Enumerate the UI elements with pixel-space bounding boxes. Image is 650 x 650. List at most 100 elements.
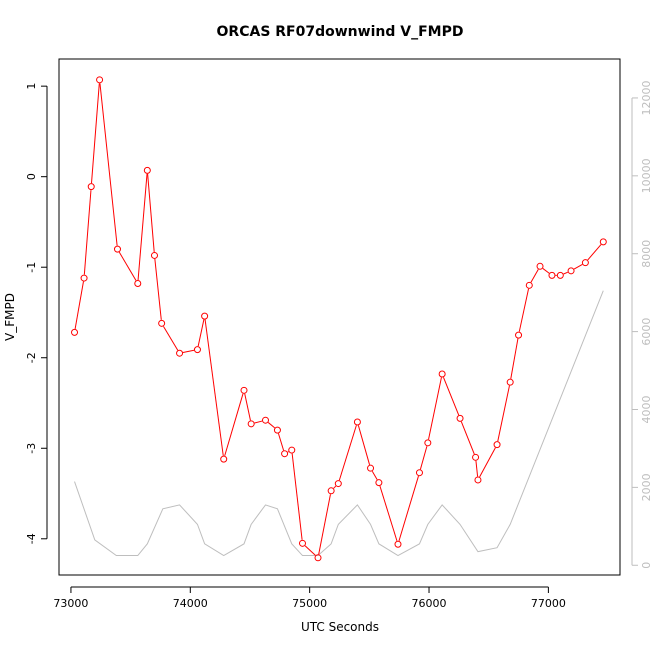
data-point	[96, 76, 104, 84]
data-point	[515, 331, 523, 339]
data-point	[273, 426, 281, 434]
data-point	[87, 183, 95, 191]
data-point	[134, 280, 142, 288]
secondary-series-line	[74, 290, 604, 557]
x-tick-label: 77000	[531, 597, 566, 610]
y-tick-label: 0	[25, 173, 38, 180]
data-point	[536, 262, 544, 270]
x-axis-label: UTC Seconds	[301, 620, 379, 634]
plot-frame	[58, 58, 621, 576]
data-point	[375, 479, 383, 487]
chart-title: ORCAS RF07downwind V_FMPD	[217, 24, 464, 40]
data-point	[567, 267, 575, 275]
data-point	[353, 418, 361, 426]
series-segment	[267, 422, 276, 429]
data-point	[456, 414, 464, 422]
series-segment	[497, 385, 510, 442]
data-point	[474, 476, 482, 484]
series-segment	[530, 269, 539, 283]
secondary-y-axis: 0 2000 4000 6000 8000 10000 12000	[631, 80, 650, 569]
data-point	[493, 441, 501, 449]
series-segment	[379, 485, 398, 542]
series-segment	[479, 447, 496, 478]
series-segment	[338, 425, 357, 481]
series-segment	[419, 446, 428, 470]
data-point	[113, 245, 121, 253]
data-point	[506, 378, 514, 386]
secondary-y-tick-label: 8000	[640, 240, 650, 268]
data-point	[367, 464, 375, 472]
data-point	[599, 238, 607, 246]
data-point	[472, 453, 480, 461]
data-point	[220, 455, 228, 463]
data-point	[80, 274, 88, 282]
series-segment	[587, 244, 602, 261]
series-segment	[277, 433, 285, 451]
data-point	[298, 539, 306, 547]
series-segment	[147, 173, 155, 252]
series-segment	[154, 258, 162, 320]
data-point	[261, 416, 269, 424]
data-point	[327, 487, 335, 495]
data-point	[201, 312, 209, 320]
series-segment	[197, 319, 205, 347]
series-segment	[563, 271, 569, 275]
series-segment	[254, 420, 263, 424]
series-segment	[428, 377, 442, 440]
data-point	[240, 386, 248, 394]
series-segment	[573, 263, 583, 270]
data-point	[415, 469, 423, 477]
series-segment	[163, 326, 179, 351]
y-tick-label: -4	[25, 533, 38, 544]
data-point	[71, 328, 79, 336]
data-point	[424, 439, 432, 447]
y-axis: -4 -3 -2 -1 0 1	[25, 83, 48, 544]
y-tick-label: -3	[25, 443, 38, 454]
series-segment	[318, 494, 331, 555]
x-tick-label: 76000	[412, 597, 447, 610]
data-point	[548, 271, 556, 279]
data-point	[176, 349, 184, 357]
series-segment	[244, 393, 251, 421]
x-axis: 73000 74000 75000 76000 77000	[53, 586, 566, 610]
data-point	[525, 281, 533, 289]
series-segment	[118, 251, 137, 281]
series-segment	[442, 377, 460, 416]
data-point	[556, 271, 564, 279]
data-point	[438, 370, 446, 378]
series-segment	[182, 349, 195, 354]
data-point	[334, 480, 342, 488]
series-segment	[398, 475, 419, 542]
secondary-y-tick-label: 6000	[640, 318, 650, 346]
x-tick-label: 75000	[292, 597, 327, 610]
series-segment	[204, 319, 224, 456]
series-segment	[475, 460, 479, 477]
series-segment	[137, 173, 148, 281]
series-segment	[99, 83, 118, 246]
series-segment	[291, 453, 303, 540]
secondary-y-tick-label: 2000	[640, 473, 650, 501]
data-point	[143, 166, 151, 174]
x-tick-label: 73000	[53, 597, 88, 610]
series-layer	[71, 76, 607, 562]
data-point	[581, 259, 589, 267]
secondary-y-tick-label: 12000	[640, 80, 650, 115]
y-tick-label: -1	[25, 262, 38, 273]
data-point	[394, 540, 402, 548]
y-tick-label: -2	[25, 352, 38, 363]
data-point	[314, 554, 322, 562]
data-point	[193, 346, 201, 354]
secondary-y-tick-label: 4000	[640, 395, 650, 423]
series-segment	[460, 421, 475, 455]
data-point	[281, 450, 289, 458]
series-segment	[91, 83, 100, 184]
series-segment	[542, 268, 550, 274]
series-segment	[357, 425, 371, 465]
data-point	[247, 420, 255, 428]
series-segment	[510, 338, 519, 379]
series-segment	[74, 281, 84, 330]
series-segment	[304, 545, 316, 556]
x-tick-label: 74000	[173, 597, 208, 610]
series-segment	[224, 393, 244, 456]
